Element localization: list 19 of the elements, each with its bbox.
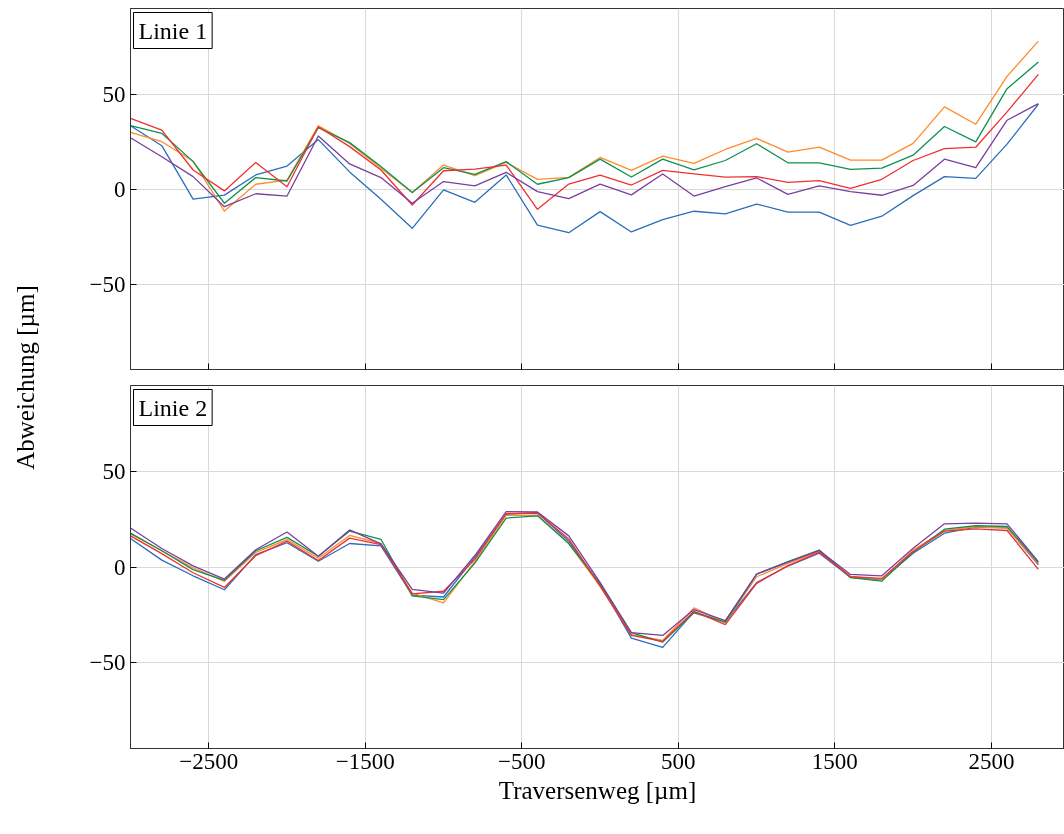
x-axis-title: Traversenweg [µm]	[498, 776, 697, 804]
x-tick-label: −1500	[335, 748, 395, 774]
annotation: Linie 2	[138, 394, 208, 421]
y-tick-label: −50	[89, 650, 126, 676]
line-series	[130, 40, 1040, 212]
y-tick-label: 0	[114, 176, 126, 202]
x-tick-label: 500	[661, 748, 696, 774]
annotation: Linie 1	[138, 17, 208, 44]
y-axis-title: Abweichung [µm]	[11, 285, 39, 470]
x-tick-label: 2500	[968, 748, 1015, 774]
y-tick-label: 50	[102, 81, 126, 107]
line-series	[130, 103, 1040, 208]
y-tick-label: 0	[114, 554, 126, 580]
x-tick-label: −2500	[179, 748, 239, 774]
x-tick-label: −500	[498, 748, 546, 774]
y-tick-label: 50	[102, 458, 126, 484]
x-tick-label: 1500	[811, 748, 858, 774]
line-series	[130, 103, 1040, 234]
y-tick-label: −50	[89, 271, 126, 297]
